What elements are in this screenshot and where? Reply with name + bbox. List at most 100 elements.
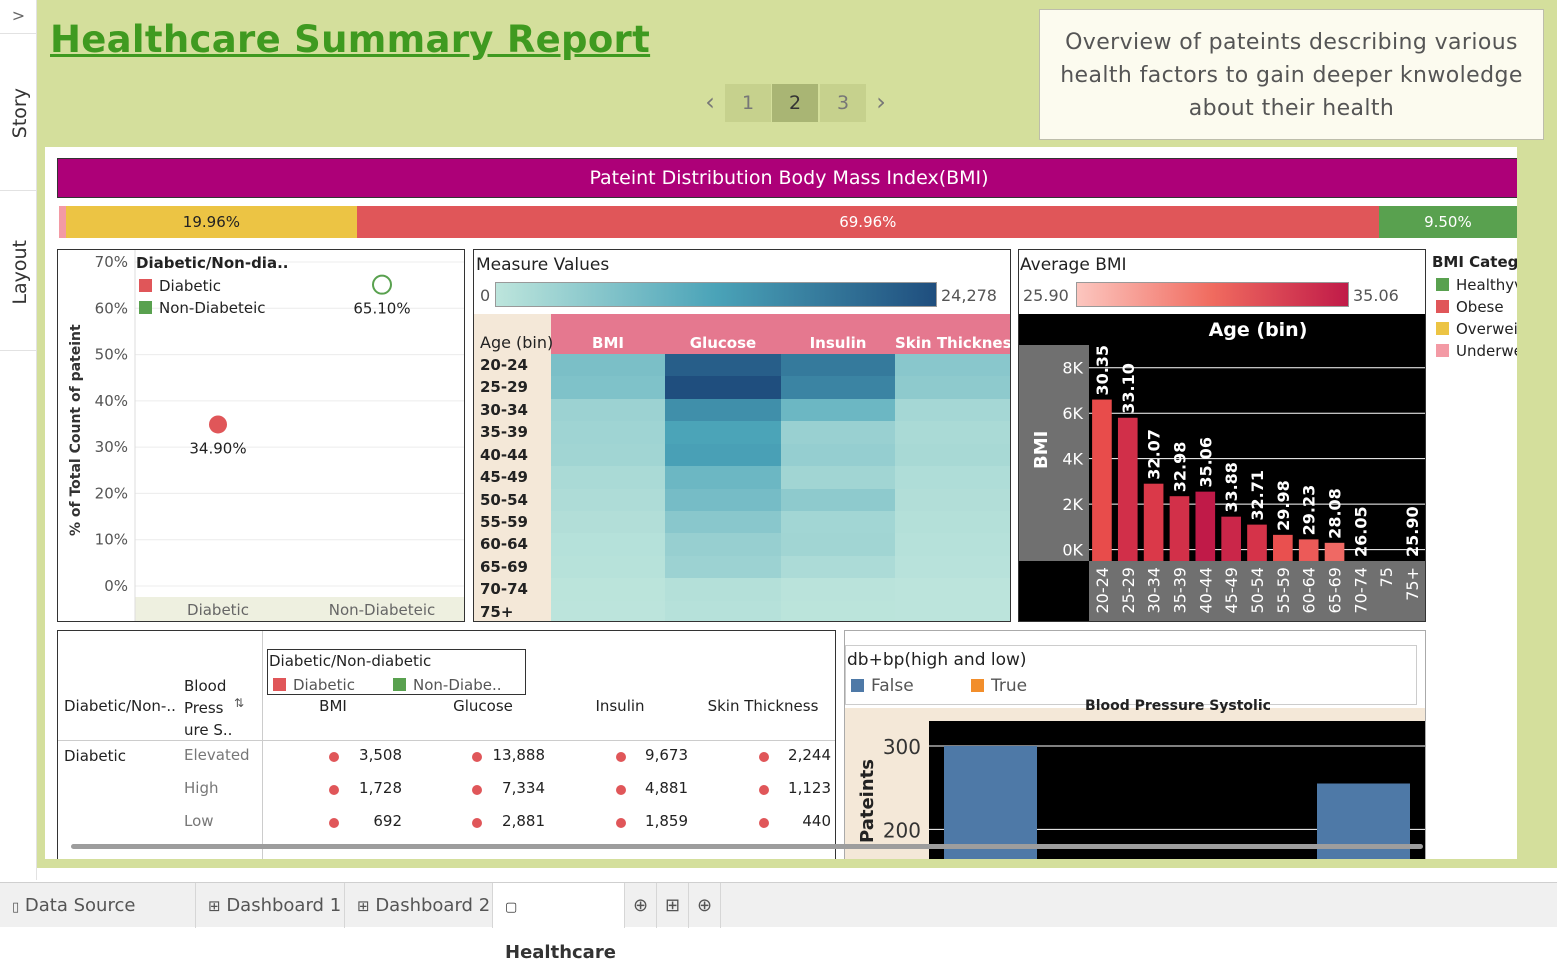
story-tab[interactable]: Story: [9, 88, 31, 139]
bmi-bar[interactable]: [1117, 417, 1138, 561]
bmi-bar[interactable]: [1324, 542, 1345, 561]
heatmap-cell[interactable]: [665, 488, 781, 512]
page-3[interactable]: 3: [820, 84, 866, 122]
legend-true[interactable]: True: [971, 676, 1027, 696]
heatmap-cell[interactable]: [895, 600, 1010, 621]
heatmap-cell[interactable]: [781, 443, 895, 467]
bmi-bar[interactable]: [1273, 534, 1293, 561]
heatmap-cell[interactable]: [895, 555, 1010, 579]
heatmap-cell[interactable]: [665, 398, 781, 422]
heatmap-cell[interactable]: [895, 398, 1010, 422]
table-dot[interactable]: [472, 785, 482, 795]
heatmap-cell[interactable]: [551, 466, 665, 489]
bmi-bar[interactable]: [1169, 496, 1190, 561]
legend-diabetic[interactable]: Diabetic: [139, 277, 221, 295]
table-dot[interactable]: [472, 818, 482, 828]
heatmap-cell[interactable]: [895, 376, 1010, 400]
heatmap-cell[interactable]: [781, 578, 895, 602]
heatmap-cell[interactable]: [551, 533, 665, 557]
new-story-icon[interactable]: ⊕: [689, 883, 721, 928]
layout-tab[interactable]: Layout: [9, 240, 31, 305]
bmi-bar[interactable]: [1092, 399, 1112, 561]
heatmap-cell[interactable]: [895, 533, 1010, 557]
heatmap-cell[interactable]: [781, 600, 895, 621]
legend-underweight[interactable]: Underwe: [1436, 342, 1517, 360]
heatmap-cell[interactable]: [665, 600, 781, 621]
heatmap-cell[interactable]: [665, 354, 781, 377]
bmi-bar[interactable]: [1195, 491, 1216, 561]
bmi-bar[interactable]: [1143, 483, 1164, 561]
table-dot[interactable]: [759, 785, 769, 795]
heatmap-cell[interactable]: [551, 510, 665, 534]
heatmap-cell[interactable]: [781, 488, 895, 512]
tab-healthcare[interactable]: ▢ Healthcare: [493, 883, 625, 963]
expand-chevron-icon[interactable]: >: [11, 6, 26, 25]
heatmap-cell[interactable]: [551, 578, 665, 602]
table-dot[interactable]: [616, 752, 626, 762]
heatmap-cell[interactable]: [895, 466, 1010, 489]
legend-non-diabetic[interactable]: Non-Diabeteic: [139, 299, 266, 317]
bmi-segment[interactable]: [59, 206, 66, 238]
heatmap-cell[interactable]: [665, 510, 781, 534]
heatmap-cell[interactable]: [665, 421, 781, 445]
scatter-point[interactable]: [372, 274, 392, 295]
heatmap-cell[interactable]: [895, 421, 1010, 445]
heatmap-cell[interactable]: [665, 443, 781, 467]
heatmap-cell[interactable]: [665, 533, 781, 557]
legend-diabetic[interactable]: Diabetic: [273, 676, 355, 694]
new-worksheet-icon[interactable]: ⊕: [625, 883, 657, 928]
prev-page-icon[interactable]: ‹: [705, 88, 715, 116]
table-dot[interactable]: [329, 785, 339, 795]
heatmap-cell[interactable]: [895, 488, 1010, 512]
tab-data-source[interactable]: ▯ Data Source: [0, 883, 196, 928]
heatmap-cell[interactable]: [781, 421, 895, 445]
heatmap-cell[interactable]: [551, 421, 665, 445]
heatmap-cell[interactable]: [781, 533, 895, 557]
heatmap-cell[interactable]: [781, 466, 895, 489]
legend-false[interactable]: False: [851, 676, 914, 696]
legend-non-diabetic[interactable]: Non-Diabe..: [393, 676, 502, 694]
table-dot[interactable]: [329, 818, 339, 828]
tab-dashboard-1[interactable]: ⊞ Dashboard 1: [196, 883, 345, 928]
bp-bar[interactable]: [944, 746, 1037, 859]
table-dot[interactable]: [759, 752, 769, 762]
table-dot[interactable]: [472, 752, 482, 762]
sort-icon[interactable]: ⇅: [234, 696, 245, 710]
legend-overweight[interactable]: Overwei: [1436, 320, 1517, 338]
page-1[interactable]: 1: [725, 84, 771, 122]
heatmap-cell[interactable]: [551, 398, 665, 422]
heatmap-cell[interactable]: [781, 555, 895, 579]
bmi-bar[interactable]: [1247, 524, 1267, 561]
heatmap-cell[interactable]: [665, 555, 781, 579]
table-dot[interactable]: [329, 752, 339, 762]
bmi-segment[interactable]: 9.50%: [1378, 206, 1517, 238]
heatmap-cell[interactable]: [781, 354, 895, 377]
bmi-bar[interactable]: [1298, 539, 1319, 561]
heatmap-cell[interactable]: [551, 443, 665, 467]
heatmap-cell[interactable]: [781, 510, 895, 534]
heatmap-cell[interactable]: [551, 555, 665, 579]
heatmap-cell[interactable]: [551, 488, 665, 512]
table-dot[interactable]: [616, 818, 626, 828]
heatmap-cell[interactable]: [895, 443, 1010, 467]
heatmap-cell[interactable]: [895, 578, 1010, 602]
page-title[interactable]: Healthcare Summary Report: [50, 18, 651, 61]
new-dashboard-icon[interactable]: ⊞: [657, 883, 689, 928]
heatmap-cell[interactable]: [551, 600, 665, 621]
heatmap-cell[interactable]: [895, 510, 1010, 534]
legend-healthy[interactable]: Healthyv: [1436, 276, 1517, 294]
bmi-bar[interactable]: [1221, 516, 1241, 561]
tab-dashboard-2[interactable]: ⊞ Dashboard 2: [345, 883, 493, 928]
heatmap-cell[interactable]: [895, 354, 1010, 377]
page-2[interactable]: 2: [772, 84, 818, 122]
heatmap-cell[interactable]: [781, 376, 895, 400]
horizontal-scrollbar[interactable]: [71, 844, 1423, 849]
heatmap-cell[interactable]: [781, 398, 895, 422]
scatter-point[interactable]: [209, 415, 227, 434]
heatmap-cell[interactable]: [551, 354, 665, 377]
heatmap-cell[interactable]: [665, 466, 781, 489]
legend-obese[interactable]: Obese: [1436, 298, 1504, 316]
bmi-segment[interactable]: 19.96%: [65, 206, 358, 238]
heatmap-cell[interactable]: [665, 376, 781, 400]
bmi-segment[interactable]: 69.96%: [357, 206, 1379, 238]
